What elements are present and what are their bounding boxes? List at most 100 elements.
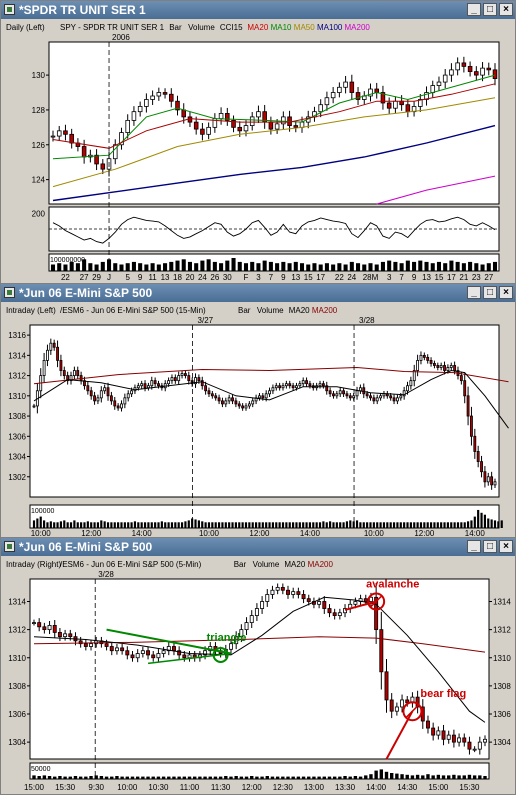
volume-bar (343, 264, 348, 271)
candle (63, 633, 68, 638)
x-tick-label: 15:00 (24, 783, 45, 792)
volume-bar (224, 776, 228, 779)
candle (288, 383, 292, 387)
volume-bar (104, 776, 109, 779)
candle (400, 699, 405, 708)
title-bar[interactable]: *Jun 06 E-Mini S&P 500 _ □ × (1, 284, 515, 302)
candle (463, 380, 467, 397)
candle (32, 622, 36, 624)
maximize-button[interactable]: □ (483, 540, 497, 553)
volume-bar (291, 776, 295, 779)
volume-bar (156, 776, 161, 779)
y-tick-label: 1314 (8, 351, 26, 360)
price-pane (48, 41, 500, 205)
candle (144, 99, 149, 107)
volume-bar (217, 522, 221, 528)
volume-bar (66, 522, 69, 528)
legend-item-4: MA20 (247, 23, 268, 32)
title-bar[interactable]: *SPDR TR UNIT SER 1 _ □ × (1, 1, 515, 19)
candle (293, 125, 299, 128)
volume-bar (265, 522, 268, 528)
volume-bar (400, 774, 404, 779)
candle (227, 397, 231, 402)
candle (63, 130, 68, 135)
volume-bar (138, 263, 143, 271)
candle (249, 116, 255, 127)
candle (426, 356, 430, 361)
chart-window-icon (4, 541, 15, 552)
volume-bar (219, 263, 224, 271)
legend-item-4: MA200 (312, 306, 338, 315)
volume-bar (254, 522, 258, 528)
volume-bar (393, 261, 398, 271)
volume-bar (93, 522, 96, 528)
candle (120, 647, 125, 652)
volume-bar (141, 776, 145, 779)
candle (81, 146, 87, 158)
intraday-5min-chart[interactable]: Intraday (Right)/ESM6 - Jun 06 E-Mini S&… (2, 557, 514, 794)
candle (348, 395, 352, 399)
ma-line-ma50 (52, 97, 496, 188)
legend-scope: Daily (Left) (6, 23, 45, 32)
volume-bar (110, 776, 114, 779)
title-bar[interactable]: *Jun 06 E-Mini S&P 500 _ □ × (1, 538, 515, 556)
avalanche-circle (367, 592, 386, 611)
candle (275, 587, 280, 591)
volume-bar (130, 522, 133, 528)
volume-bar (470, 520, 473, 528)
x-tick-label: 14:00 (300, 529, 321, 537)
x-tick-label: 10:00 (31, 529, 52, 537)
minimize-button[interactable]: _ (467, 3, 481, 16)
volume-bar (409, 522, 412, 528)
volume-bar (177, 522, 180, 528)
candle (305, 380, 308, 385)
daily-spy-window: *SPDR TR UNIT SER 1 _ □ × Daily (Left) SP… (0, 0, 516, 284)
legend-item-4: MA200 (308, 560, 334, 569)
intraday-15min-chart[interactable]: Intraday (Left) /ESM6 - Jun 06 E-Mini S&P… (2, 303, 514, 537)
maximize-button[interactable]: □ (483, 3, 497, 16)
candle (353, 601, 358, 605)
close-button[interactable]: × (499, 3, 513, 16)
close-button[interactable]: × (499, 540, 513, 553)
minimize-button[interactable]: _ (467, 286, 481, 299)
volume-bar (389, 522, 392, 528)
candle (389, 699, 394, 712)
volume-bar (256, 263, 261, 271)
volume-bar (431, 775, 435, 779)
volume-bar (150, 263, 155, 271)
close-button[interactable]: × (499, 286, 513, 299)
x-tick-label: 27 (484, 273, 493, 282)
volume-bar (416, 522, 419, 528)
x-tick-label: 12:00 (249, 529, 270, 537)
candle (50, 135, 56, 138)
x-tick-label: 28M (363, 273, 379, 282)
candle (386, 102, 392, 109)
candle (56, 346, 59, 361)
candle (483, 471, 487, 483)
candle (477, 741, 482, 750)
y-tick-label: 1314 (493, 598, 511, 607)
candle (355, 92, 361, 100)
candle (131, 111, 137, 121)
volume-bar (182, 776, 187, 779)
legend-item-6: MA50 (294, 23, 315, 32)
volume-bar (255, 776, 259, 779)
candle (157, 383, 160, 387)
candle (170, 377, 174, 382)
volume-bar (322, 776, 326, 779)
volume-bar (46, 522, 49, 528)
candle (332, 612, 337, 616)
candle (229, 643, 233, 650)
daily-chart[interactable]: Daily (Left) SPY - SPDR TR UNIT SER 1 Bar V… (2, 20, 514, 283)
volume-bar (295, 522, 298, 528)
candle (175, 100, 180, 111)
maximize-button[interactable]: □ (483, 286, 497, 299)
volume-bar (175, 260, 180, 271)
candle (247, 403, 251, 407)
volume-bar (49, 521, 52, 528)
candle (93, 395, 96, 402)
volume-bar (200, 260, 205, 271)
volume-bar (243, 263, 249, 271)
minimize-button[interactable]: _ (467, 540, 481, 553)
candle (473, 435, 477, 452)
